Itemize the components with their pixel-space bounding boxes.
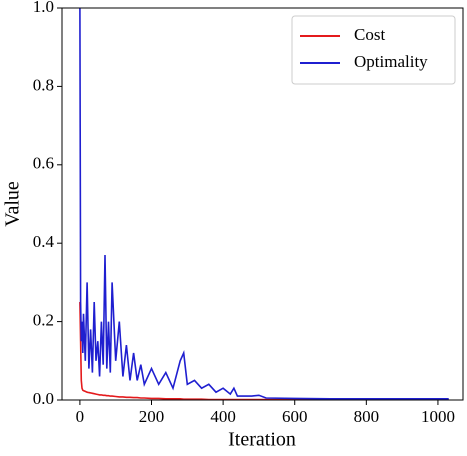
x-tick-label: 600 [282, 407, 308, 426]
plot-frame [61, 7, 464, 401]
y-tick-label: 0.6 [33, 154, 54, 173]
line-series [79, 7, 449, 400]
x-axis-label: Iteration [228, 429, 296, 451]
x-tick-label: 1000 [421, 407, 455, 426]
y-tick-label: 0.4 [33, 232, 55, 251]
line-series [79, 301, 449, 401]
legend-label: Cost [354, 25, 385, 44]
x-tick-label: 800 [354, 407, 380, 426]
legend-label: Optimality [354, 52, 428, 71]
y-tick-label: 0.2 [33, 311, 54, 330]
legend-box [291, 15, 456, 85]
y-tick-label: 0.0 [33, 389, 54, 408]
y-axis-label: Value [2, 181, 24, 227]
x-tick-label: 0 [76, 407, 85, 426]
x-tick-label: 200 [139, 407, 165, 426]
y-tick-label: 0.8 [33, 75, 54, 94]
y-tick-label: 1.0 [33, 0, 54, 16]
x-tick-label: 400 [210, 407, 236, 426]
